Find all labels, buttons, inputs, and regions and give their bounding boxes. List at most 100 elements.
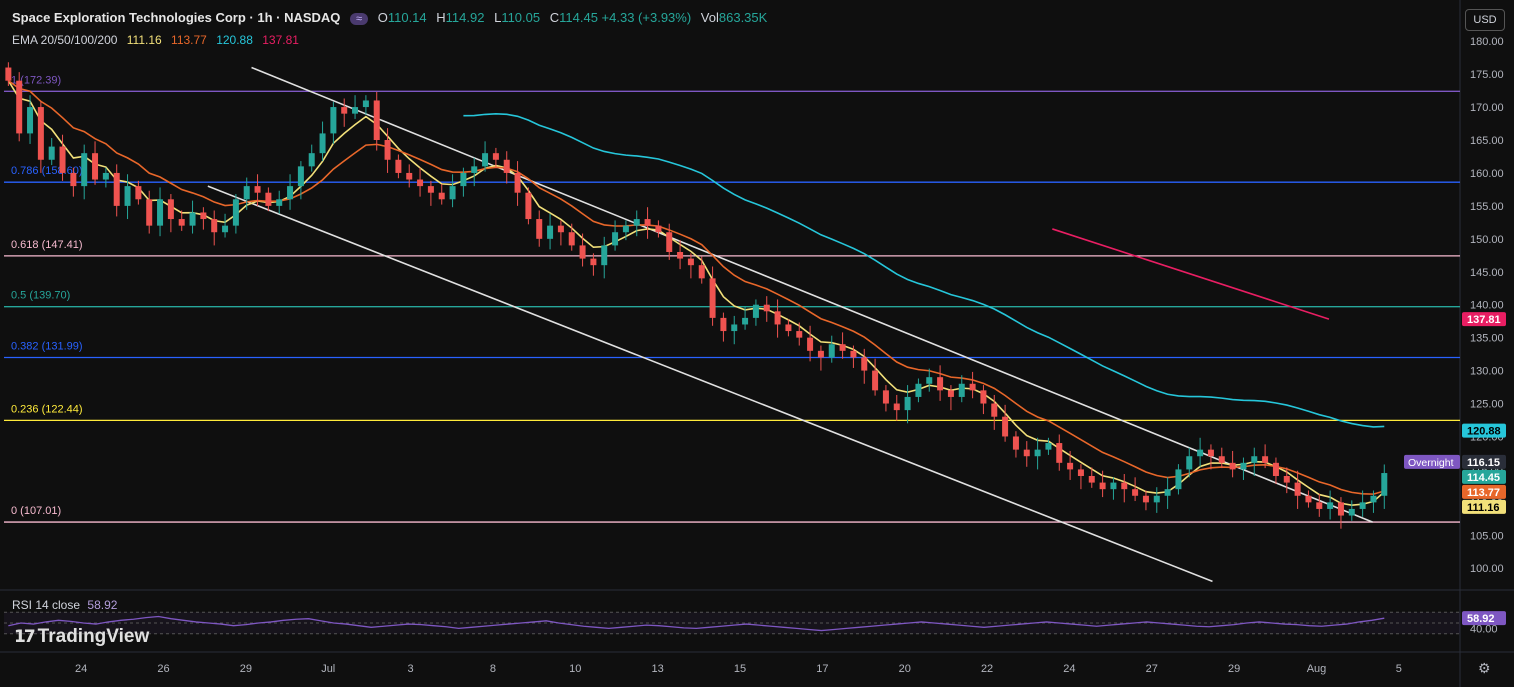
price-tag-bg [1462,484,1506,499]
candle-body [893,403,900,411]
price-tag: 113.77 [1467,487,1500,499]
tradingview-logo[interactable]: 𝟭𝟳 TradingView [14,626,149,648]
price-tag: 116.15 [1467,457,1500,469]
x-tick-label: 22 [981,663,993,675]
candle-body [276,199,283,206]
candle-body [222,225,229,233]
candle-body [514,172,521,193]
candle-body [969,383,976,391]
candle-body [373,100,380,140]
rsi-legend[interactable]: RSI 14 close 58.92 [12,598,117,612]
session-badge[interactable]: ≈ [350,13,369,25]
candle-body [1142,495,1149,503]
candle-body [1132,489,1139,496]
x-tick-label: 13 [652,663,664,675]
candle-body [937,377,944,391]
candle-body [102,172,109,180]
channel-lower-line [207,185,1213,583]
channel-upper-line [251,66,1373,523]
candle-body [384,140,391,160]
y-tick-label: 105.00 [1470,530,1504,542]
fib-label: 0.5 (139.70) [11,290,70,302]
gear-icon[interactable]: ⚙ [1478,660,1491,676]
x-tick-label: 5 [1396,663,1402,675]
candle-body [406,172,413,180]
candle-body [1218,456,1225,463]
candle-body [124,186,131,206]
candle-body [1034,449,1041,457]
candle-body [1175,469,1182,490]
rsi-tick: 40.00 [1470,623,1498,635]
y-tick-label: 125.00 [1470,399,1504,411]
candle-body [341,107,348,114]
candle-body [1110,482,1117,490]
candle-body [1186,456,1193,470]
y-tick-label: 135.00 [1470,333,1504,345]
ema20-line [7,80,1385,506]
candle-body [807,337,814,351]
ema-legend[interactable]: EMA 20/50/100/200 111.16 113.77 120.88 1… [12,33,305,47]
candle-body [601,245,608,266]
candle-body [720,317,727,332]
fib-levels: 1 (172.39)0.786 (158.60)0.618 (147.41)0.… [4,74,1460,523]
candle-body [27,107,34,134]
price-tag: 114.45 [1467,472,1500,484]
candle-body [525,192,532,220]
candle-body [1348,508,1355,516]
candle-body [265,192,272,206]
x-tick-label: Aug [1307,663,1327,675]
ema200-line [1052,228,1330,320]
candle-body [817,350,824,358]
symbol-title[interactable]: Space Exploration Technologies Corp · 1h… [12,10,341,25]
ema50-value: 113.77 [171,33,207,47]
candle-body [1002,416,1009,437]
candle-body [1305,495,1312,503]
candle-body [622,225,629,233]
x-tick-label: 24 [1063,663,1075,675]
y-tick-label: 175.00 [1470,69,1504,81]
ema100-value: 120.88 [216,33,253,47]
candle-body [59,146,66,173]
price-tag-bg [1462,312,1506,327]
price-tag: 120.88 [1467,426,1501,438]
y-tick-label: 155.00 [1470,201,1504,213]
price-tag: 137.81 [1467,314,1501,326]
ema50-line [7,80,1385,495]
ema20-value: 111.16 [126,33,162,47]
candle-body [991,403,998,417]
y-tick-label: 145.00 [1470,267,1504,279]
candle-body [460,172,467,187]
candle-body [915,383,922,397]
candle-body [655,225,662,233]
rsi-legend-value: 58.92 [87,598,118,612]
overnight-tag: Overnight [1408,457,1454,469]
candle-body [1088,476,1095,483]
candle-body [1056,443,1063,463]
candle-body [297,166,304,187]
candle-body [947,390,954,397]
y-tick-label: 130.00 [1470,366,1504,378]
candle-body [1240,462,1247,470]
volume-label: Vol [700,10,719,25]
candle-body [633,219,640,226]
candle-body [1381,473,1388,496]
candle-body [427,186,434,193]
candle-body [92,153,99,180]
candle-body [850,350,857,358]
candle-body [254,186,261,193]
candle-body [1153,495,1160,503]
candle-body [417,179,424,187]
price-axis: 180.00 175.00 170.00 165.00 160.00 155.00 150.… [1470,36,1504,575]
candle-body [1359,502,1366,509]
price-tag-bg [1462,499,1506,514]
candle-body [1207,449,1214,457]
volume-value: 863.35K [718,10,768,25]
currency-button[interactable]: USD [1465,9,1505,31]
candle-body [828,344,835,358]
candle-body [872,370,879,391]
x-tick-label: 20 [899,663,911,675]
y-tick-label: 160.00 [1470,168,1504,180]
candle-body [503,159,510,173]
x-tick-label: 29 [1228,663,1240,675]
